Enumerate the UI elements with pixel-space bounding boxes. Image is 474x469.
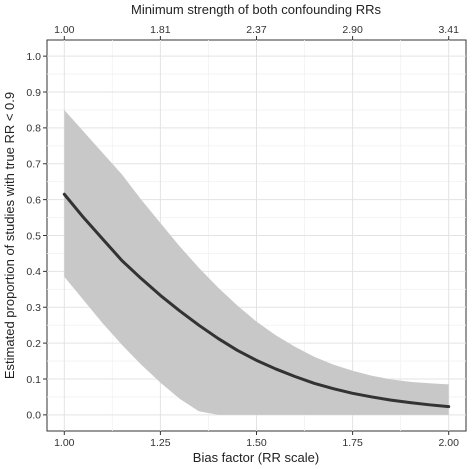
x-axis-title: Bias factor (RR scale) xyxy=(193,450,319,465)
series-line xyxy=(62,192,451,409)
confidence-band-layer xyxy=(64,109,449,415)
y-tick-label: 0.2 xyxy=(26,338,41,350)
x-tick-label: 1.50 xyxy=(246,437,267,449)
y-tick-label: 0.8 xyxy=(26,123,41,135)
y-tick-label: 0.4 xyxy=(26,266,41,278)
x-tick-label: 1.00 xyxy=(54,437,75,449)
x2-tick-label: 2.90 xyxy=(342,24,363,36)
axes: 0.0 0.1 0.2 0.3 0.4 0.5 0.6 0.7 0.8 0.9 1.0 1.00 1.2… xyxy=(26,24,459,449)
x-tick-label: 1.75 xyxy=(342,437,363,449)
y-axis-title: Estimated proportion of studies with tru… xyxy=(2,92,17,379)
series-line-layer xyxy=(62,192,451,409)
x2-axis-title: Minimum strength of both confounding RRs xyxy=(131,2,382,17)
y-tick-label: 0.9 xyxy=(26,87,41,99)
x2-tick-label: 1.81 xyxy=(150,24,171,36)
x2-tick-label: 2.37 xyxy=(246,24,267,36)
x2-tick-label: 1.00 xyxy=(54,24,75,36)
y-tick-label: 0.6 xyxy=(26,194,41,206)
y-tick-label: 0.7 xyxy=(26,159,41,171)
y-tick-label: 1.0 xyxy=(26,51,41,63)
y-tick-label: 0.3 xyxy=(26,302,41,314)
x2-tick-label: 3.41 xyxy=(438,24,459,36)
confidence-band xyxy=(64,109,449,415)
y-tick-label: 0.5 xyxy=(26,230,41,242)
x-tick-label: 2.00 xyxy=(438,437,459,449)
x-tick-label: 1.25 xyxy=(150,437,171,449)
y-tick-label: 0.1 xyxy=(26,374,41,386)
y-tick-label: 0.0 xyxy=(26,410,41,422)
